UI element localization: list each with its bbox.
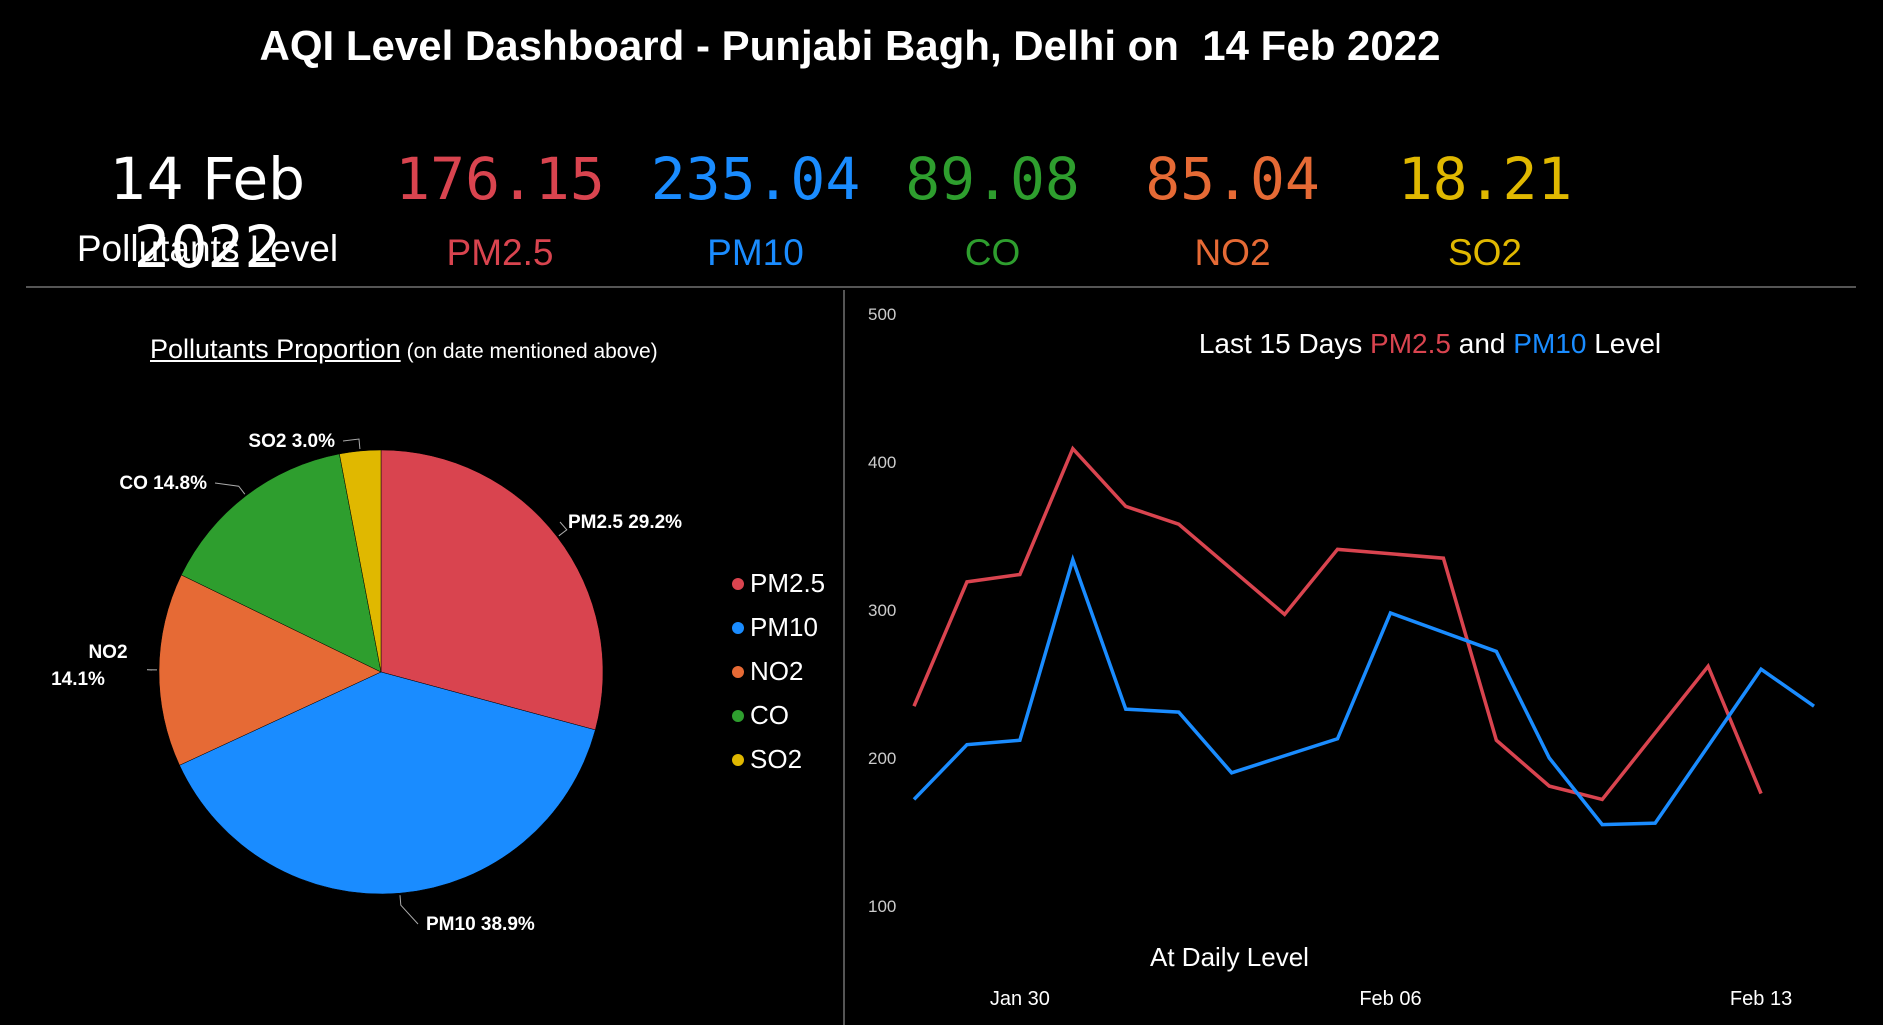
legend-label: PM10 (750, 612, 818, 642)
pie-data-label: SO2 3.0% (248, 431, 335, 452)
kpi-date-label: Pollutants Level (76, 228, 339, 269)
pie-slice-pm10[interactable] (179, 671, 596, 895)
legend-marker (732, 621, 744, 634)
kpi-co-label: CO (964, 232, 1021, 273)
legend-item-pm10[interactable]: PM10 (732, 612, 818, 643)
pie-data-label: NO2 (88, 642, 127, 663)
y-tick-label: 200 (868, 749, 896, 768)
y-tick-label: 300 (868, 601, 896, 620)
kpi-pm10-label: PM10 (707, 232, 804, 273)
pie-subtitle-text: (on date mentioned above) (406, 340, 658, 363)
pie-title-text: Pollutants Proportion (150, 334, 401, 364)
series-line-pm25[interactable] (912, 445, 1763, 802)
legend-label: NO2 (750, 656, 804, 686)
y-tick-label: 500 (868, 305, 896, 324)
legend-item-no2[interactable]: NO2 (732, 656, 803, 687)
legend-item-so2[interactable]: SO2 (732, 744, 802, 775)
kpi-no2-value: 85.04 (1145, 145, 1320, 213)
pie-leader-line (214, 482, 246, 495)
x-tick-label: Feb 06 (1359, 988, 1421, 1010)
pie-slice-pm25[interactable] (380, 449, 604, 731)
vertical-divider (843, 290, 845, 1025)
pie-slice-co[interactable] (180, 453, 382, 673)
line-title-series2: PM10 (1513, 328, 1587, 359)
line-title-prefix: Last 15 Days (1198, 328, 1371, 359)
kpi-pm25-value: 176.15 (395, 145, 605, 213)
kpi-date-value: 14 Feb 2022 (110, 145, 305, 281)
kpi-pm10-value: 235.04 (650, 145, 861, 213)
horizontal-divider (26, 286, 1856, 288)
dashboard-title: AQI Level Dashboard - Punjabi Bagh, Delh… (259, 22, 1441, 69)
x-tick-label: Jan 30 (990, 988, 1050, 1010)
legend-marker (732, 753, 744, 766)
pie-data-label: PM10 38.9% (426, 914, 535, 935)
series-line-pm10[interactable] (912, 553, 1816, 827)
kpi-so2-value: 18.21 (1397, 145, 1573, 213)
legend-marker (732, 665, 744, 678)
legend-item-co[interactable]: CO (732, 700, 789, 731)
legend-label: SO2 (750, 744, 803, 774)
line-chart-title: Last 15 Days PM2.5 and PM10 Level (1060, 328, 1800, 360)
line-title-mid: and (1450, 328, 1514, 359)
pie-data-label: CO 14.8% (119, 473, 207, 494)
pie-slice-no2[interactable] (158, 574, 382, 766)
kpi-co-value: 89.08 (905, 145, 1080, 213)
line-title-suffix: Level (1586, 328, 1662, 359)
line-chart-xlabel: At Daily Level (1150, 942, 1309, 972)
y-tick-label: 100 (868, 897, 896, 916)
legend-marker (732, 577, 744, 590)
pie-leader-line (399, 895, 419, 925)
pie-leader-line (342, 438, 361, 450)
y-tick-label: 400 (868, 453, 896, 472)
pie-chart-title: Pollutants Proportion (on date mentioned … (150, 334, 658, 365)
pie-slice-so2[interactable] (339, 449, 382, 673)
legend-label: PM2.5 (750, 568, 826, 598)
kpi-no2-label: NO2 (1194, 232, 1271, 273)
pie-data-label: PM2.5 29.2% (568, 512, 682, 533)
line-chart: 100 200 300 400 500 Jan 30 Feb 06 Feb 13 (868, 305, 1816, 1010)
line-title-series1: PM2.5 (1370, 328, 1451, 359)
pie-chart: PM2.5 29.2% PM10 38.9% NO2 14.1% CO 14.8% SO2… (51, 431, 682, 935)
pie-data-label: 14.1% (51, 669, 105, 690)
pie-leader-line (558, 521, 568, 537)
kpi-so2-label: SO2 (1447, 232, 1523, 273)
legend-marker (732, 709, 744, 722)
kpi-pm25-label: PM2.5 (446, 232, 554, 273)
x-tick-label: Feb 13 (1730, 988, 1792, 1010)
legend-item-pm25[interactable]: PM2.5 (732, 568, 825, 599)
legend-label: CO (750, 700, 789, 730)
